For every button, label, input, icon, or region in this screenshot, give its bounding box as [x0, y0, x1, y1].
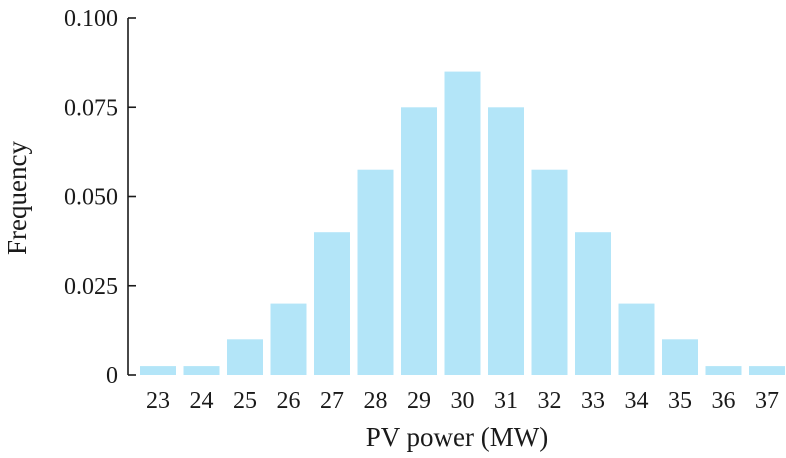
- bar-27: [314, 232, 350, 375]
- bar-33: [575, 232, 611, 375]
- x-tick-label: 30: [451, 388, 475, 414]
- bar-36: [705, 366, 742, 375]
- x-tick-label: 34: [625, 388, 649, 414]
- bar-35: [662, 339, 698, 375]
- y-ticks-group: 0 0.025 0.050 0.075 0.100: [64, 6, 136, 389]
- x-tick-label: 26: [277, 388, 301, 414]
- x-tick-label: 25: [233, 388, 257, 414]
- bar-25: [227, 339, 263, 375]
- x-axis-label: PV power (MW): [366, 422, 548, 452]
- x-tick-label: 31: [494, 388, 518, 414]
- bar-31: [488, 107, 524, 376]
- y-tick-label: 0.075: [64, 95, 118, 121]
- bar-37: [749, 366, 785, 375]
- x-tick-label: 23: [146, 388, 170, 414]
- x-tick-label: 35: [668, 388, 692, 414]
- x-tick-label: 29: [407, 388, 431, 414]
- bar-29: [401, 107, 437, 376]
- x-ticks-group: 23 24 25 26 27 28 29 30 31 32 33 34 35 36 37: [146, 388, 779, 414]
- y-tick-label: 0.025: [64, 274, 118, 300]
- bar-23: [140, 366, 176, 375]
- x-tick-label: 37: [755, 388, 779, 414]
- bar-30: [444, 71, 481, 375]
- bars-group: [140, 71, 785, 376]
- x-tick-label: 32: [538, 388, 562, 414]
- y-tick-label: 0.100: [64, 6, 118, 32]
- y-axis-label: Frequency: [2, 141, 32, 255]
- bar-26: [270, 303, 307, 375]
- bar-28: [357, 169, 394, 375]
- bar-34: [618, 303, 655, 375]
- x-tick-label: 36: [712, 388, 736, 414]
- x-tick-label: 27: [320, 388, 344, 414]
- x-tick-label: 33: [581, 388, 605, 414]
- bar-24: [183, 366, 220, 375]
- x-tick-label: 24: [190, 388, 214, 414]
- x-tick-label: 28: [364, 388, 388, 414]
- y-tick-label: 0: [106, 363, 118, 389]
- y-tick-label: 0.050: [64, 185, 118, 211]
- bar-32: [531, 169, 568, 375]
